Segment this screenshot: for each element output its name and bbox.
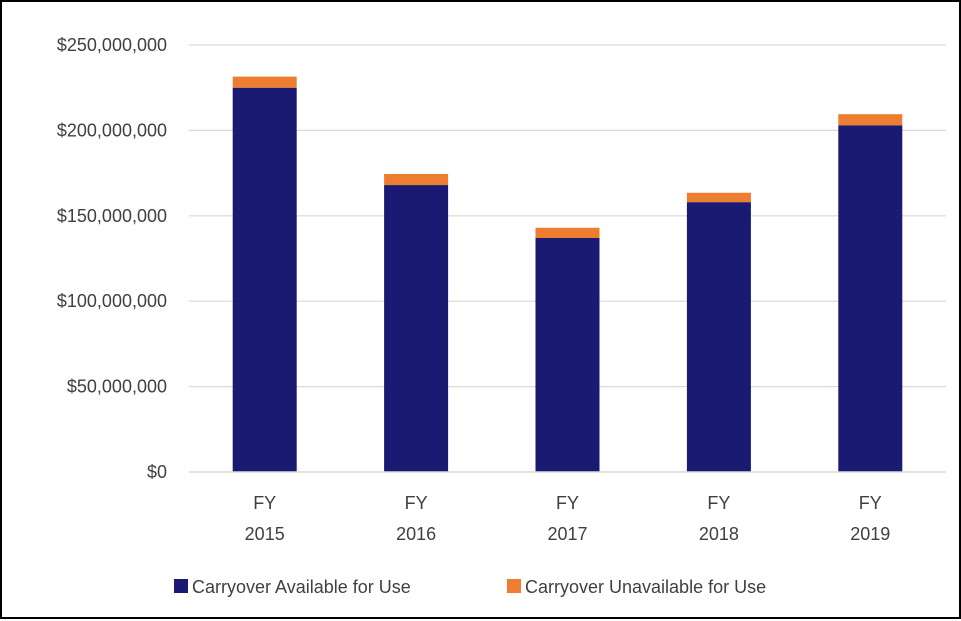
x-axis-tick-labels: FY 2015 FY 2016 FY 2017 FY 2018 FY 2019 bbox=[245, 493, 891, 544]
bar-available bbox=[232, 87, 297, 472]
x-tick-label: 2019 bbox=[850, 524, 890, 544]
y-tick-label: $250,000,000 bbox=[57, 35, 167, 55]
bar-unavailable bbox=[838, 114, 903, 126]
bar-unavailable bbox=[232, 76, 297, 88]
bar-available bbox=[838, 125, 903, 472]
y-tick-label: $50,000,000 bbox=[67, 377, 167, 397]
y-tick-label: $200,000,000 bbox=[57, 120, 167, 140]
bar-unavailable bbox=[686, 192, 751, 203]
x-tick-label: 2016 bbox=[396, 524, 436, 544]
legend-label: Carryover Available for Use bbox=[192, 577, 411, 597]
bar-available bbox=[535, 238, 600, 472]
y-tick-label: $100,000,000 bbox=[57, 291, 167, 311]
bar-available bbox=[384, 185, 449, 472]
x-tick-label: 2015 bbox=[245, 524, 285, 544]
bar-unavailable bbox=[384, 173, 449, 186]
x-tick-label: FY bbox=[556, 493, 579, 513]
x-tick-label: FY bbox=[859, 493, 882, 513]
bar-unavailable bbox=[535, 227, 600, 239]
x-tick-label: FY bbox=[253, 493, 276, 513]
y-axis-tick-labels: $0 $50,000,000 $100,000,000 $150,000,000 $20… bbox=[57, 35, 167, 482]
bars bbox=[232, 76, 903, 473]
x-tick-label: 2017 bbox=[547, 524, 587, 544]
y-tick-label: $150,000,000 bbox=[57, 206, 167, 226]
x-tick-label: FY bbox=[405, 493, 428, 513]
x-tick-label: FY bbox=[707, 493, 730, 513]
legend-swatch bbox=[507, 579, 521, 593]
legend-swatch bbox=[174, 579, 188, 593]
x-tick-label: 2018 bbox=[699, 524, 739, 544]
gridlines bbox=[189, 44, 946, 388]
legend-label: Carryover Unavailable for Use bbox=[525, 577, 766, 597]
bar-available bbox=[686, 202, 751, 473]
legend: Carryover Available for Use Carryover Una… bbox=[174, 577, 766, 597]
y-tick-label: $0 bbox=[147, 462, 167, 482]
